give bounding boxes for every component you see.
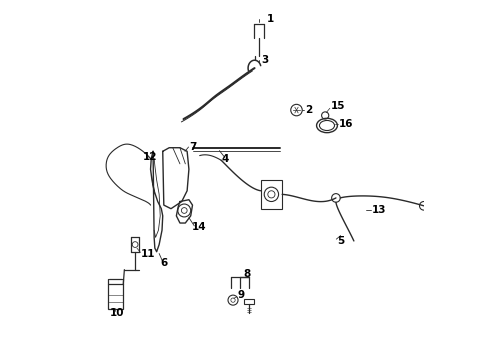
Text: 5: 5 — [336, 236, 344, 246]
Text: 12: 12 — [142, 152, 157, 162]
Text: 8: 8 — [244, 269, 250, 279]
Text: 6: 6 — [160, 258, 167, 268]
Text: 4: 4 — [221, 154, 228, 164]
Text: 11: 11 — [141, 248, 155, 258]
Text: 2: 2 — [304, 105, 311, 115]
Text: 3: 3 — [261, 55, 268, 65]
Text: 9: 9 — [237, 291, 244, 301]
Text: 15: 15 — [330, 102, 345, 112]
Text: 7: 7 — [189, 142, 197, 152]
Text: 1: 1 — [266, 14, 273, 24]
Text: 10: 10 — [110, 308, 124, 318]
Text: 16: 16 — [338, 120, 352, 129]
Text: 13: 13 — [371, 206, 385, 216]
Text: 14: 14 — [191, 222, 206, 232]
